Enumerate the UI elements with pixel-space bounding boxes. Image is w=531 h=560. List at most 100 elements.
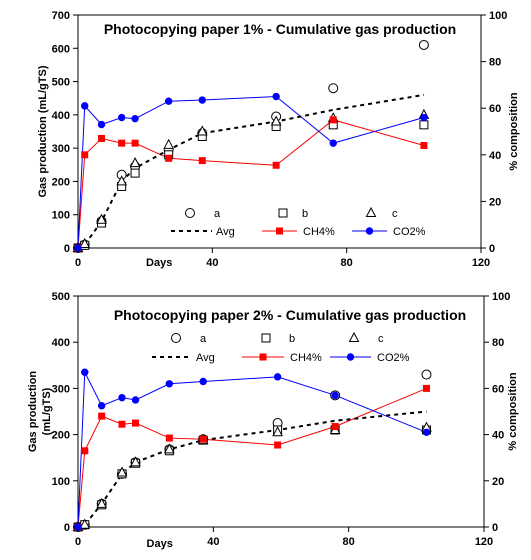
y-tick-label: 100 xyxy=(52,210,70,222)
legend-marker-c xyxy=(348,331,360,342)
y-tick-label: 500 xyxy=(52,77,70,89)
legend-marker-c xyxy=(365,206,377,217)
data-point-c xyxy=(129,157,141,168)
legend: a b c Avg CH4% CO2% xyxy=(152,331,410,364)
y-tick-label: 300 xyxy=(52,143,70,155)
data-point-c xyxy=(130,456,141,467)
series-line-co2 xyxy=(77,370,427,528)
data-point-ch4 xyxy=(81,447,89,455)
x-tick-label: 80 xyxy=(341,257,353,269)
series-line-avg xyxy=(77,410,427,528)
series-line-ch4 xyxy=(77,387,427,528)
data-point-ch4 xyxy=(118,139,126,147)
y2-tick-label: 100 xyxy=(489,10,507,22)
y-tick-label: 600 xyxy=(52,43,70,55)
legend-marker-co2 xyxy=(346,353,355,361)
y2-axis-label: % composition xyxy=(507,372,519,451)
y2-tick-label: 100 xyxy=(492,291,510,303)
x-axis-label: Days xyxy=(146,257,172,269)
data-point-co2 xyxy=(331,391,339,400)
x-tick-label: 120 xyxy=(472,257,490,269)
data-point-ch4 xyxy=(131,139,139,147)
data-point-b xyxy=(419,120,429,130)
legend-label-avg: Avg xyxy=(216,226,235,238)
data-point-c xyxy=(270,115,282,126)
data-point-ch4 xyxy=(98,134,106,142)
data-point-c xyxy=(164,443,175,454)
data-point-co2 xyxy=(273,373,282,381)
legend-marker-a xyxy=(171,333,181,343)
chart-panel-1: 0 100 200 300 400 500 600 700 0 20 40 60 80 100 0 40 80 1… xyxy=(37,10,520,269)
y2-axis-label: % composition xyxy=(508,92,520,171)
data-point-co2 xyxy=(422,428,431,436)
legend-label-a: a xyxy=(200,333,207,345)
data-point-co2 xyxy=(165,380,174,388)
legend-marker-b xyxy=(278,208,288,218)
y2-tick-label: 80 xyxy=(489,57,501,69)
y-tick-label: 100 xyxy=(52,476,70,488)
data-point-c xyxy=(196,125,208,136)
data-point-c xyxy=(96,497,108,508)
chart-title: Photocopying paper 1% - Cumulative gas p… xyxy=(104,21,456,37)
data-point-ch4 xyxy=(98,412,106,420)
data-point-ch4 xyxy=(331,423,339,431)
data-point-ch4 xyxy=(272,161,280,169)
y-tick-label: 500 xyxy=(52,291,70,303)
y-tick-label: 0 xyxy=(64,522,70,534)
legend: a b c Avg CH4% CO2% xyxy=(171,206,426,238)
x-tick-label: 80 xyxy=(343,536,355,548)
data-point-ch4 xyxy=(81,151,89,159)
y-tick-label: 400 xyxy=(52,110,70,122)
x-tick-label: 0 xyxy=(75,536,81,548)
y-axis-label: Gas production (mL/gTS) xyxy=(27,371,53,453)
data-point-co2 xyxy=(131,114,139,123)
y2-tick-label: 60 xyxy=(489,103,501,115)
y-tick-label: 300 xyxy=(52,383,70,395)
data-point-ch4 xyxy=(199,435,207,443)
legend-label-a: a xyxy=(214,208,221,220)
data-point-co2 xyxy=(74,244,82,252)
y-tick-label: 400 xyxy=(52,337,70,349)
data-point-co2 xyxy=(74,523,82,531)
series-line-co2 xyxy=(77,96,425,249)
chart-title: Photocopying paper 2% - Cumulative gas p… xyxy=(114,307,466,323)
data-point-ch4 xyxy=(165,434,173,442)
y2-tick-label: 80 xyxy=(492,337,504,349)
data-point-co2 xyxy=(81,368,89,376)
legend-marker-co2 xyxy=(365,227,374,235)
data-point-c xyxy=(96,213,107,224)
data-point-c xyxy=(163,138,175,149)
y-axis-label: Gas production (mL/gTS) xyxy=(37,65,49,197)
data-point-ch4 xyxy=(420,141,428,149)
data-point-a xyxy=(328,83,339,94)
data-point-co2 xyxy=(117,113,126,122)
data-point-ch4 xyxy=(329,116,337,124)
legend-marker-ch4 xyxy=(259,353,267,361)
legend-label-avg: Avg xyxy=(196,352,215,364)
x-tick-label: 0 xyxy=(75,257,81,269)
data-point-co2 xyxy=(97,120,106,129)
y2-tick-label: 60 xyxy=(492,383,504,395)
data-point-co2 xyxy=(131,396,140,404)
data-point-a xyxy=(418,39,429,50)
y2-tick-label: 0 xyxy=(492,522,498,534)
legend-label-c: c xyxy=(378,333,384,345)
data-point-co2 xyxy=(329,139,337,147)
x-tick-label: 40 xyxy=(207,536,219,548)
x-axis-label: Days xyxy=(147,538,173,550)
legend-marker-a xyxy=(185,208,195,218)
plot-frame xyxy=(77,14,482,249)
legend-marker-ch4 xyxy=(276,227,283,235)
legend-label-c: c xyxy=(392,208,398,220)
data-point-c xyxy=(79,237,91,249)
y-tick-label: 200 xyxy=(52,430,70,442)
data-point-co2 xyxy=(118,393,126,402)
data-point-co2 xyxy=(97,402,106,410)
data-point-c xyxy=(116,175,127,186)
y2-tick-label: 0 xyxy=(489,243,495,255)
y2-tick-label: 40 xyxy=(489,150,501,162)
data-point-c xyxy=(116,466,128,477)
legend-label-b: b xyxy=(289,333,295,345)
legend-label-b: b xyxy=(302,208,308,220)
